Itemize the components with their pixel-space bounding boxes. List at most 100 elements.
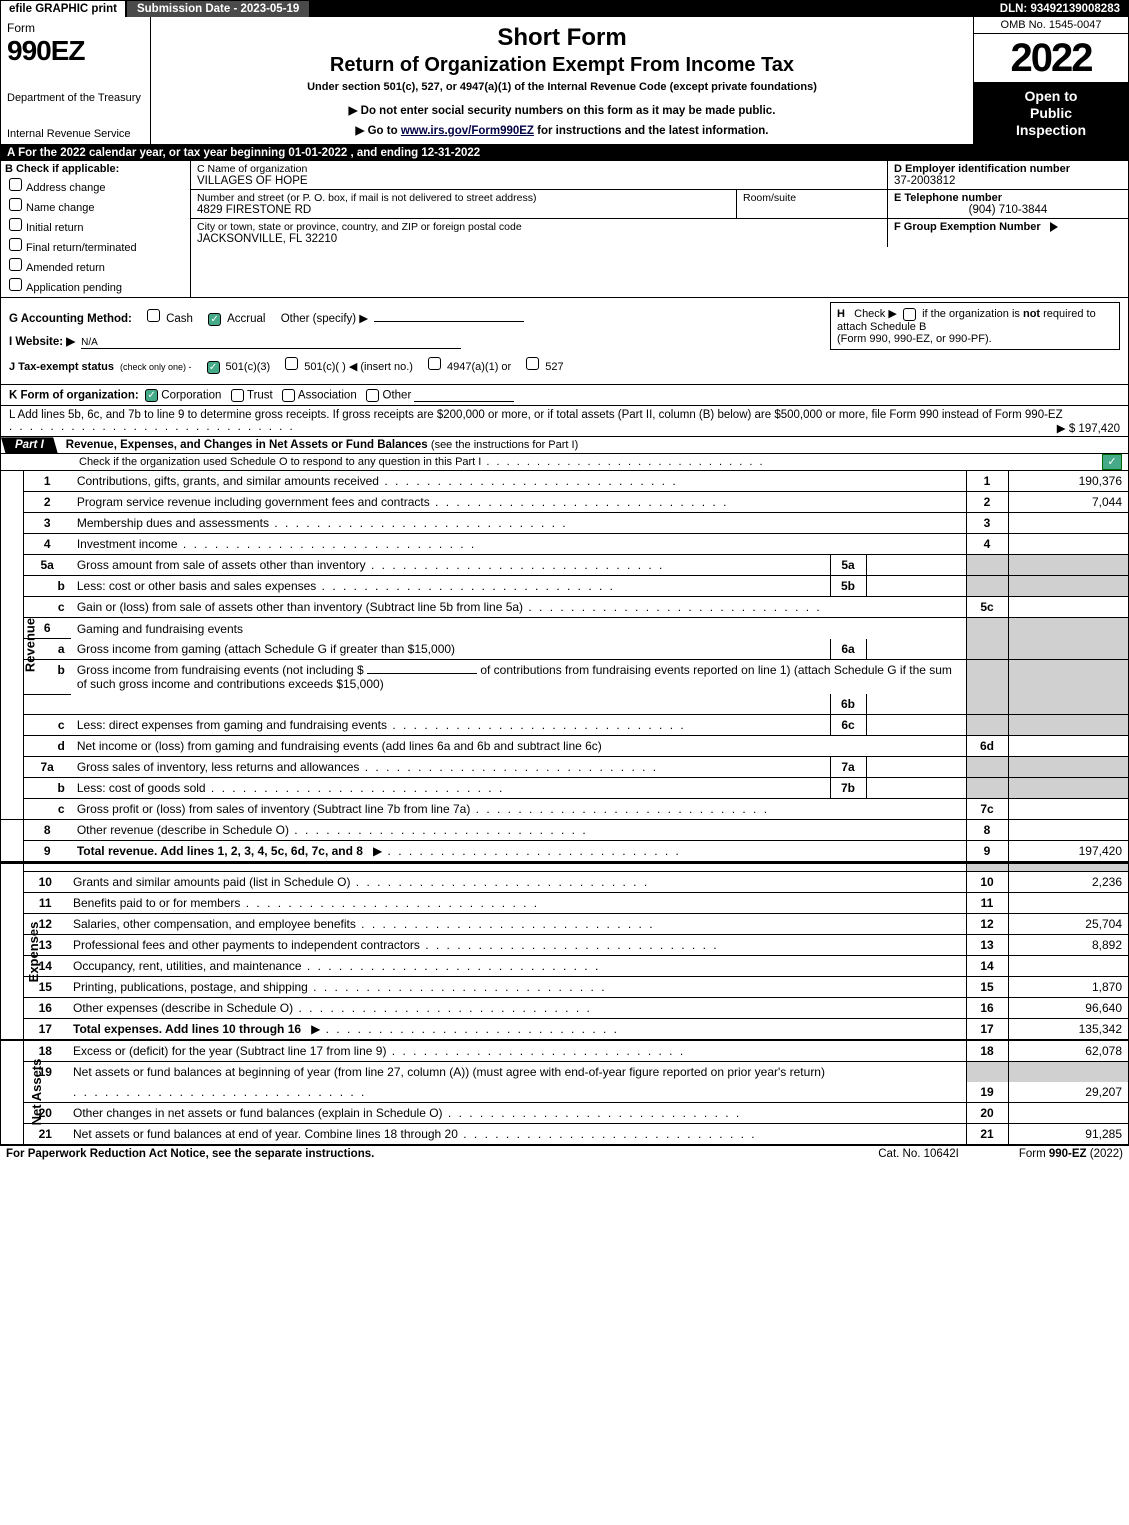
j-501c3: 501(c)(3) (226, 361, 271, 373)
k-corp-radio[interactable] (145, 389, 158, 402)
c-room-label: Room/suite (743, 192, 881, 204)
chk-application-pending[interactable]: Application pending (5, 275, 186, 295)
table-row: 6b (1, 694, 1128, 715)
line-amt-shade (1008, 694, 1128, 715)
line-box-shade (966, 694, 1008, 715)
line-no: c (23, 799, 71, 820)
expenses-table: Expenses 10 Grants and similar amounts p… (1, 862, 1128, 1040)
table-row: 5a Gross amount from sale of assets othe… (1, 555, 1128, 576)
line-no: 5a (23, 555, 71, 576)
part-i-sched-o-check[interactable]: ✓ (1102, 454, 1122, 470)
line-amt-shade (1008, 639, 1128, 660)
table-row: 9 Total revenue. Add lines 1, 2, 3, 4, 5… (1, 841, 1128, 862)
line-amt-shade (1008, 576, 1128, 597)
col-c-org-info: C Name of organization VILLAGES OF HOPE … (191, 161, 888, 247)
mini-val (866, 778, 966, 799)
line-no: 9 (23, 841, 71, 862)
part-i-sub: Check if the organization used Schedule … (79, 456, 481, 468)
part-i-header: Part I Revenue, Expenses, and Changes in… (1, 437, 1128, 454)
mini-box: 5a (830, 555, 866, 576)
table-row: 4 Investment income 4 (1, 534, 1128, 555)
table-row: 14 Occupancy, rent, utilities, and maint… (1, 955, 1128, 976)
mini-val (866, 639, 966, 660)
footer-cat-no: Cat. No. 10642I (878, 1148, 959, 1160)
chk-amended-return[interactable]: Amended return (5, 255, 186, 275)
j-527-radio[interactable] (526, 357, 539, 370)
line-amt: 197,420 (1008, 841, 1128, 862)
goto-link[interactable]: www.irs.gov/Form990EZ (401, 125, 534, 137)
form-id-block: Form 990EZ Department of the Treasury In… (1, 17, 151, 144)
k-assoc-radio[interactable] (282, 389, 295, 402)
line-box: 7c (966, 799, 1008, 820)
line-amt-shade (1008, 618, 1128, 639)
table-row: 19 29,207 (1, 1082, 1128, 1103)
h-checkbox[interactable] (903, 308, 916, 321)
line-box-shade (966, 555, 1008, 576)
j-501c3-radio[interactable] (207, 361, 220, 374)
line-desc: Less: cost of goods sold (77, 781, 206, 795)
form-right-block: OMB No. 1545-0047 2022 Open to Public In… (973, 17, 1128, 144)
table-row: 20 Other changes in net assets or fund b… (1, 1102, 1128, 1123)
chk-name-change[interactable]: Name change (5, 195, 186, 215)
line-box: 18 (966, 1040, 1008, 1061)
checkbox-icon (9, 178, 22, 191)
part-i-title: Revenue, Expenses, and Changes in Net As… (66, 439, 428, 451)
h-label: H (837, 308, 845, 320)
line-amt: 2,236 (1008, 871, 1128, 892)
efile-label: efile GRAPHIC print (1, 1, 125, 17)
g-other-input[interactable] (374, 308, 524, 322)
blank-input[interactable] (367, 673, 477, 674)
chk-label: Final return/terminated (26, 242, 137, 254)
k-other-radio[interactable] (366, 389, 379, 402)
chk-address-change[interactable]: Address change (5, 175, 186, 195)
mini-val (866, 576, 966, 597)
k-other-input[interactable] (414, 388, 514, 402)
goto-pre: ▶ Go to (356, 125, 401, 137)
line-no: 7a (23, 757, 71, 778)
mini-box: 6b (830, 694, 866, 715)
c-addr-label: Number and street (or P. O. box, if mail… (197, 192, 730, 204)
chk-initial-return[interactable]: Initial return (5, 215, 186, 235)
table-row: c Gain or (loss) from sale of assets oth… (1, 597, 1128, 618)
line-box: 11 (966, 892, 1008, 913)
line-amt-shade (1008, 1061, 1128, 1082)
line-desc: Gain or (loss) from sale of assets other… (77, 600, 523, 614)
line-box-shade (966, 618, 1008, 639)
goto-instructions: ▶ Go to www.irs.gov/Form990EZ for instru… (159, 123, 965, 137)
line-box: 19 (966, 1082, 1008, 1103)
l-amount: ▶ $ 197,420 (1057, 421, 1120, 435)
line-desc: Gross sales of inventory, less returns a… (77, 760, 360, 774)
open-line3: Inspection (978, 122, 1124, 139)
table-row: a Gross income from gaming (attach Sched… (1, 639, 1128, 660)
j-4947: 4947(a)(1) or (447, 361, 511, 373)
mini-val (866, 555, 966, 576)
line-box: 20 (966, 1102, 1008, 1123)
line-no: b (23, 778, 71, 799)
chk-final-return[interactable]: Final return/terminated (5, 235, 186, 255)
form-number: 990EZ (7, 35, 144, 67)
line-no: 11 (23, 892, 67, 913)
line-amt: 25,704 (1008, 913, 1128, 934)
c-city: JACKSONVILLE, FL 32210 (197, 233, 881, 245)
line-amt: 190,376 (1008, 471, 1128, 492)
table-row: Net Assets 18 Excess or (deficit) for th… (1, 1040, 1128, 1061)
tax-year: 2022 (974, 34, 1128, 82)
j-501c-radio[interactable] (285, 357, 298, 370)
table-row: 21 Net assets or fund balances at end of… (1, 1123, 1128, 1144)
checkbox-icon (9, 218, 22, 231)
line-amt (1008, 1102, 1128, 1123)
submission-date: Submission Date - 2023-05-19 (125, 1, 311, 17)
k-trust-radio[interactable] (231, 389, 244, 402)
line-box-shade (966, 778, 1008, 799)
g-accrual-radio[interactable] (208, 313, 221, 326)
line-box: 17 (966, 1018, 1008, 1039)
mini-box: 6a (830, 639, 866, 660)
j-4947-radio[interactable] (428, 357, 441, 370)
open-to-public: Open to Public Inspection (974, 82, 1128, 144)
table-row: Revenue 1 Contributions, gifts, grants, … (1, 471, 1128, 492)
line-desc: Benefits paid to or for members (73, 896, 240, 910)
g-cash-radio[interactable] (147, 309, 160, 322)
table-row: 11 Benefits paid to or for members 11 (1, 892, 1128, 913)
line-box: 16 (966, 997, 1008, 1018)
chk-label: Name change (26, 202, 95, 214)
